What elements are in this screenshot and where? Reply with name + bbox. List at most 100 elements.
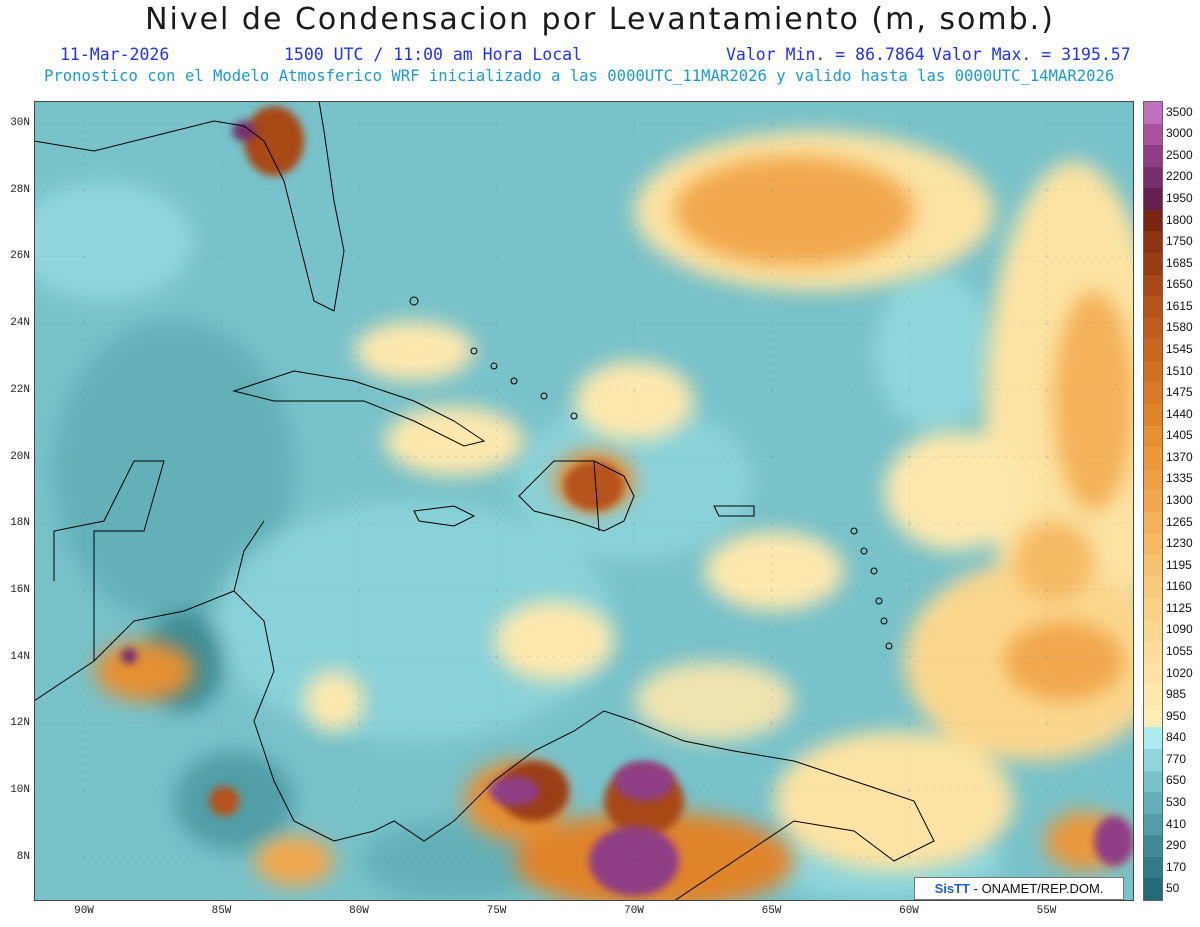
colorbar-swatch	[1144, 166, 1162, 189]
colorbar-label: 1055	[1166, 643, 1193, 658]
colorbar-label: 1615	[1166, 298, 1193, 313]
colorbar-label: 50	[1166, 881, 1180, 896]
colorbar-label: 1160	[1166, 579, 1192, 594]
value-max: Valor Max. = 3195.57	[932, 45, 1131, 64]
colorbar-label: 1950	[1166, 191, 1193, 206]
colorbar-swatch	[1144, 252, 1162, 276]
colorbar-label: 1265	[1166, 514, 1193, 529]
colorbar-label: 290	[1166, 838, 1187, 853]
colorbar-swatch	[1144, 770, 1162, 793]
colorbar-swatch	[1144, 641, 1162, 664]
colorbar-swatch	[1144, 878, 1162, 901]
forecast-date: 11-Mar-2026	[60, 45, 170, 64]
value-min: Valor Min. = 86.7864	[726, 45, 925, 64]
lat-tick-label: 10N	[10, 784, 30, 796]
colorbar-swatch	[1144, 339, 1162, 362]
lat-tick-label: 8N	[16, 850, 30, 863]
colorbar-swatch	[1144, 490, 1162, 513]
colorbar-swatch	[1144, 511, 1162, 534]
lon-tick-label: 60W	[899, 905, 919, 917]
colorbar-swatch	[1144, 231, 1162, 254]
lon-tick-label: 80W	[349, 905, 369, 917]
lat-tick-label: 20N	[10, 450, 30, 463]
colorbar-label: 1020	[1166, 665, 1193, 680]
colorbar-swatch	[1144, 533, 1162, 556]
colorbar-swatch	[1144, 468, 1162, 491]
colorbar-label: 1335	[1166, 471, 1193, 486]
colorbar-label: 2500	[1166, 147, 1193, 162]
map-title: Nivel de Condensacion por Levantamiento …	[145, 2, 1055, 37]
colorbar-label: 1440	[1166, 406, 1193, 421]
colorbar-label: 3500	[1166, 104, 1193, 119]
colorbar-label: 1370	[1166, 449, 1193, 464]
lon-tick-label: 75W	[486, 905, 507, 917]
colorbar-label: 1685	[1166, 255, 1193, 270]
credit-brand: SisTT	[934, 881, 970, 896]
colorbar-swatch	[1144, 274, 1162, 297]
colorbar-swatch	[1144, 360, 1162, 383]
graticule	[34, 101, 1134, 901]
colorbar-label: 985	[1166, 687, 1187, 702]
colorbar-label: 1545	[1166, 342, 1193, 357]
colorbar-swatch	[1144, 835, 1162, 858]
colorbar-label: 1510	[1166, 363, 1193, 378]
colorbar-swatch	[1144, 425, 1162, 448]
colorbar-swatch	[1144, 727, 1162, 750]
lon-tick-label: 55W	[1036, 905, 1057, 917]
colorbar-label: 770	[1166, 751, 1187, 766]
colorbar-swatch	[1144, 749, 1162, 772]
lat-tick-label: 14N	[10, 650, 30, 663]
lon-tick-label: 70W	[624, 905, 644, 917]
colorbar-label: 1090	[1166, 622, 1193, 637]
colorbar-label: 530	[1166, 794, 1187, 809]
lat-tick-label: 16N	[10, 583, 30, 596]
colorbar-swatch	[1144, 123, 1162, 146]
colorbar-label: 1800	[1166, 212, 1193, 227]
colorbar-swatch	[1144, 576, 1162, 599]
colorbar-swatch	[1144, 317, 1162, 340]
colorbar-swatch	[1144, 684, 1162, 707]
colorbar-label: 650	[1166, 773, 1187, 788]
colorbar-label: 950	[1166, 708, 1187, 723]
colorbar-swatch	[1144, 382, 1162, 405]
colorbar-swatch	[1144, 619, 1162, 642]
colorbar-swatch	[1144, 792, 1162, 815]
lat-tick-label: 26N	[10, 250, 30, 263]
colorbar-swatch	[1144, 856, 1162, 879]
lon-tick-label: 90W	[74, 905, 94, 917]
lon-tick-label: 65W	[761, 905, 782, 917]
colorbar-label: 2200	[1166, 169, 1193, 184]
colorbar-label: 1475	[1166, 385, 1193, 400]
lat-tick-label: 30N	[10, 117, 30, 129]
colorbar-label: 840	[1166, 730, 1187, 745]
lat-tick-label: 12N	[10, 717, 30, 730]
colorbar-label: 1650	[1166, 277, 1193, 292]
colorbar-swatch	[1144, 102, 1162, 125]
colorbar-swatch	[1144, 598, 1162, 621]
colorbar-swatch	[1144, 447, 1162, 470]
colorbar-swatch	[1144, 296, 1162, 319]
lat-tick-label: 22N	[10, 383, 30, 396]
colorbar-swatch	[1144, 662, 1162, 685]
colorbar-label: 410	[1166, 816, 1187, 831]
colorbar-swatch	[1144, 813, 1162, 836]
colorbar-label: 3000	[1166, 126, 1193, 141]
lat-tick-label: 18N	[10, 517, 30, 530]
colorbar-swatch	[1144, 209, 1162, 232]
colorbar	[1143, 101, 1163, 901]
map-frame	[34, 101, 1134, 901]
colorbar-label: 1300	[1166, 493, 1193, 507]
lon-tick-label: 85W	[211, 905, 232, 917]
colorbar-label: 1125	[1166, 600, 1192, 615]
lat-tick-label: 24N	[10, 317, 30, 330]
colorbar-label: 1580	[1166, 320, 1193, 335]
colorbar-swatch	[1144, 145, 1162, 168]
lat-tick-label: 28N	[10, 183, 30, 196]
model-info: Pronostico con el Modelo Atmosferico WRF…	[44, 67, 1115, 85]
colorbar-label: 1230	[1166, 536, 1193, 551]
colorbar-label: 170	[1166, 859, 1187, 874]
colorbar-swatch	[1144, 554, 1162, 577]
colorbar-label: 1195	[1166, 557, 1192, 572]
colorbar-swatch	[1144, 403, 1162, 426]
credit-text: - ONAMET/REP.DOM.	[973, 881, 1104, 896]
